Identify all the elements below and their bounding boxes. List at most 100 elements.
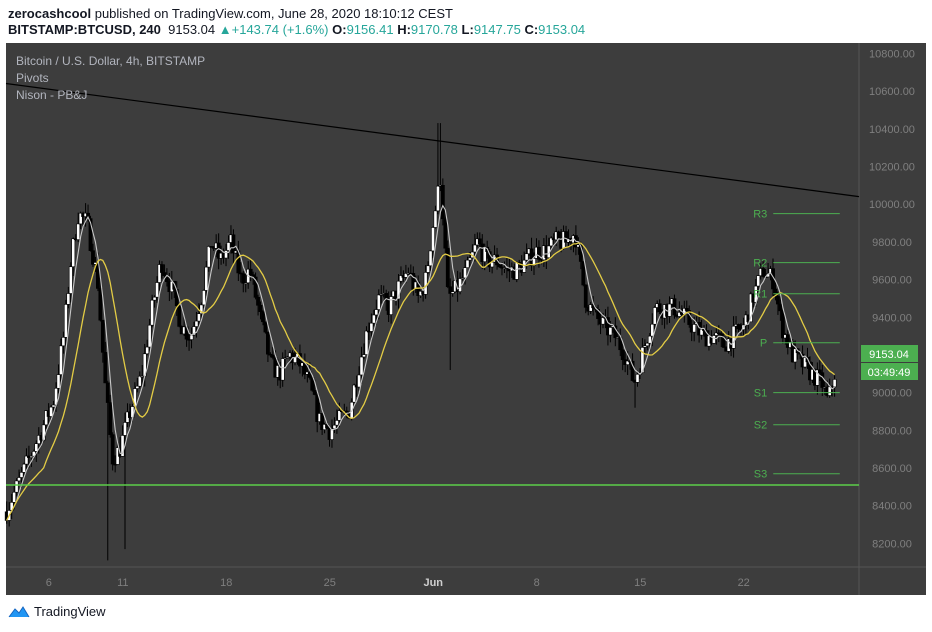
- candle-body: [606, 317, 610, 336]
- y-tick-label: 8400.00: [872, 501, 912, 513]
- candle-body: [793, 348, 798, 363]
- candle-body: [253, 276, 258, 298]
- candle-body: [436, 185, 440, 212]
- candle-body: [601, 317, 605, 325]
- candle-body: [157, 264, 162, 283]
- candle-body: [110, 434, 115, 465]
- candle-body: [226, 242, 231, 251]
- candle-body: [472, 244, 477, 253]
- chart-title[interactable]: Bitcoin / U.S. Dollar, 4h, BITSTAMP: [16, 54, 206, 68]
- candle-body: [364, 330, 369, 355]
- high-value: 9170.78: [410, 22, 458, 37]
- countdown-tag-box: [861, 363, 918, 380]
- candle-body: [650, 323, 655, 337]
- candle-body: [684, 308, 689, 311]
- candles-layer: [4, 123, 837, 561]
- price-change: +143.74 (+1.6%): [231, 22, 329, 37]
- symbol-label: BITSTAMP:BTCUSD, 240: [8, 22, 161, 37]
- lines-layer: [5, 82, 860, 486]
- candle-body: [100, 319, 105, 353]
- last-price-tag-box: [861, 345, 918, 362]
- candle-body: [56, 374, 61, 389]
- candle-body: [657, 303, 662, 313]
- candle-body: [312, 390, 317, 395]
- candle-body: [625, 360, 630, 365]
- chart-pane[interactable]: [6, 43, 859, 567]
- candle-body: [711, 335, 716, 344]
- candle-body: [150, 299, 155, 326]
- candle-body: [423, 272, 428, 295]
- candle-body: [581, 261, 586, 286]
- candle-body: [78, 212, 83, 225]
- candle-body: [468, 257, 472, 261]
- candle-body: [103, 352, 108, 384]
- candle-body: [120, 435, 125, 457]
- time-axis[interactable]: [6, 567, 926, 595]
- candle-body: [135, 385, 140, 389]
- candle-body: [145, 346, 150, 355]
- candle-body: [352, 384, 357, 403]
- price-chart[interactable]: R3 R2 R1 P S1 S2 S3 8200.00 8400.00 8600.00 8800.…: [0, 0, 932, 600]
- candle-body: [477, 238, 482, 245]
- footer-brand[interactable]: TradingView: [8, 604, 106, 619]
- candle-body: [123, 422, 127, 436]
- study-nison[interactable]: Nison - PB&J: [16, 88, 88, 102]
- candle-body: [778, 303, 783, 312]
- last-price-tag: 9153.04: [869, 349, 909, 361]
- candle-body: [17, 477, 21, 482]
- candle-body: [256, 297, 260, 306]
- candle-body: [268, 353, 273, 356]
- candle-body: [608, 327, 613, 336]
- pivot-label-s1: S1: [754, 388, 767, 400]
- candle-body: [384, 293, 389, 302]
- candle-body: [98, 288, 103, 321]
- candle-body: [714, 332, 719, 336]
- candle-body: [66, 293, 71, 305]
- candle-body: [463, 267, 467, 279]
- candle-body: [152, 296, 157, 301]
- candle-body: [780, 310, 785, 339]
- candle-body: [524, 253, 529, 261]
- candle-body: [241, 273, 246, 284]
- candle-body: [68, 266, 73, 294]
- candle-body: [76, 223, 81, 240]
- candle-body: [59, 345, 63, 375]
- candle-body: [192, 326, 196, 336]
- candle-body: [776, 296, 780, 305]
- sma-slow-line: [6, 242, 835, 521]
- candle-body: [362, 354, 366, 358]
- x-tick-label: 6: [46, 577, 52, 589]
- author-name[interactable]: zerocashcool: [8, 6, 92, 21]
- study-pivots[interactable]: Pivots: [16, 71, 49, 85]
- candle-body: [433, 210, 438, 228]
- candle-body: [635, 373, 640, 383]
- candle-body: [337, 410, 342, 421]
- candle-body: [640, 347, 645, 373]
- brand-name: TradingView: [34, 604, 106, 619]
- sma-fast-line: [6, 204, 835, 521]
- candle-body: [147, 324, 152, 348]
- pivot-label-r1: R1: [753, 289, 767, 301]
- candle-body: [773, 288, 778, 297]
- candle-body: [761, 268, 766, 277]
- candle-body: [19, 472, 24, 478]
- candle-body: [583, 284, 588, 308]
- candle-body: [522, 259, 527, 273]
- candle-body: [61, 337, 66, 347]
- last-price: 9153.04: [168, 22, 216, 37]
- candle-body: [63, 304, 68, 338]
- price-axis[interactable]: [859, 43, 926, 567]
- candle-body: [197, 313, 201, 322]
- pivot-label-p: P: [760, 338, 767, 350]
- y-tick-label: 10200.00: [869, 161, 915, 173]
- candle-body: [359, 356, 364, 376]
- pivot-label-r2: R2: [753, 258, 767, 270]
- candle-body: [642, 345, 647, 348]
- candle-body: [248, 268, 253, 275]
- y-tick-label: 9000.00: [872, 388, 912, 400]
- candle-body: [630, 360, 635, 381]
- candle-body: [756, 275, 761, 287]
- price-tags: 9153.04 03:49:49: [861, 345, 918, 380]
- candle-body: [399, 275, 403, 282]
- candle-body: [532, 258, 536, 266]
